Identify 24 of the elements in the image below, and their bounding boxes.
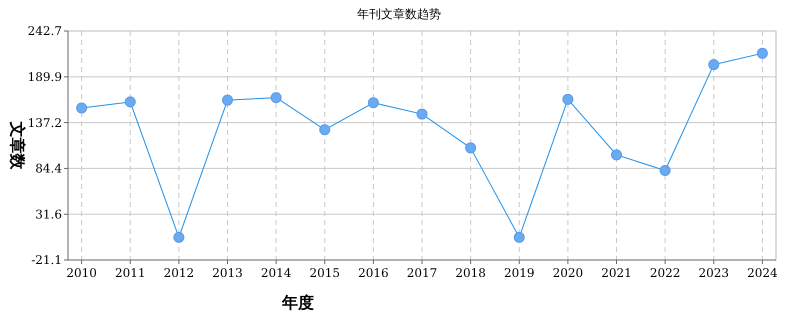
x-tick-label: 2024 [747, 266, 778, 280]
x-tick-label: 2016 [358, 266, 389, 280]
x-tick-label: 2010 [66, 266, 97, 280]
y-tick-label: 84.4 [35, 162, 62, 176]
chart-title: 年刊文章数趋势 [357, 7, 441, 21]
x-tick-label: 2013 [212, 266, 243, 280]
y-tick-label: 137.2 [28, 116, 62, 130]
y-tick-label: 242.7 [28, 24, 62, 38]
x-tick-label: 2022 [650, 266, 680, 280]
x-tick-label: 2011 [114, 266, 146, 280]
y-tick-label: 31.6 [35, 207, 62, 222]
x-tick-label: 2017 [406, 266, 438, 280]
y-tick-label: -21.1 [31, 253, 62, 268]
y-axis-title: 文章数 [8, 120, 27, 170]
x-tick-label: 2021 [601, 266, 632, 280]
y-tick-label: 189.9 [28, 70, 62, 84]
x-tick-label: 2012 [164, 266, 194, 280]
x-tick-label: 2018 [455, 266, 486, 280]
x-tick-label: 2023 [698, 266, 730, 280]
x-axis-title: 年度 [281, 293, 314, 312]
x-tick-label: 2019 [504, 266, 535, 280]
x-tick-label: 2020 [552, 266, 584, 280]
x-tick-label: 2015 [309, 266, 340, 280]
x-tick-label: 2014 [260, 266, 292, 280]
